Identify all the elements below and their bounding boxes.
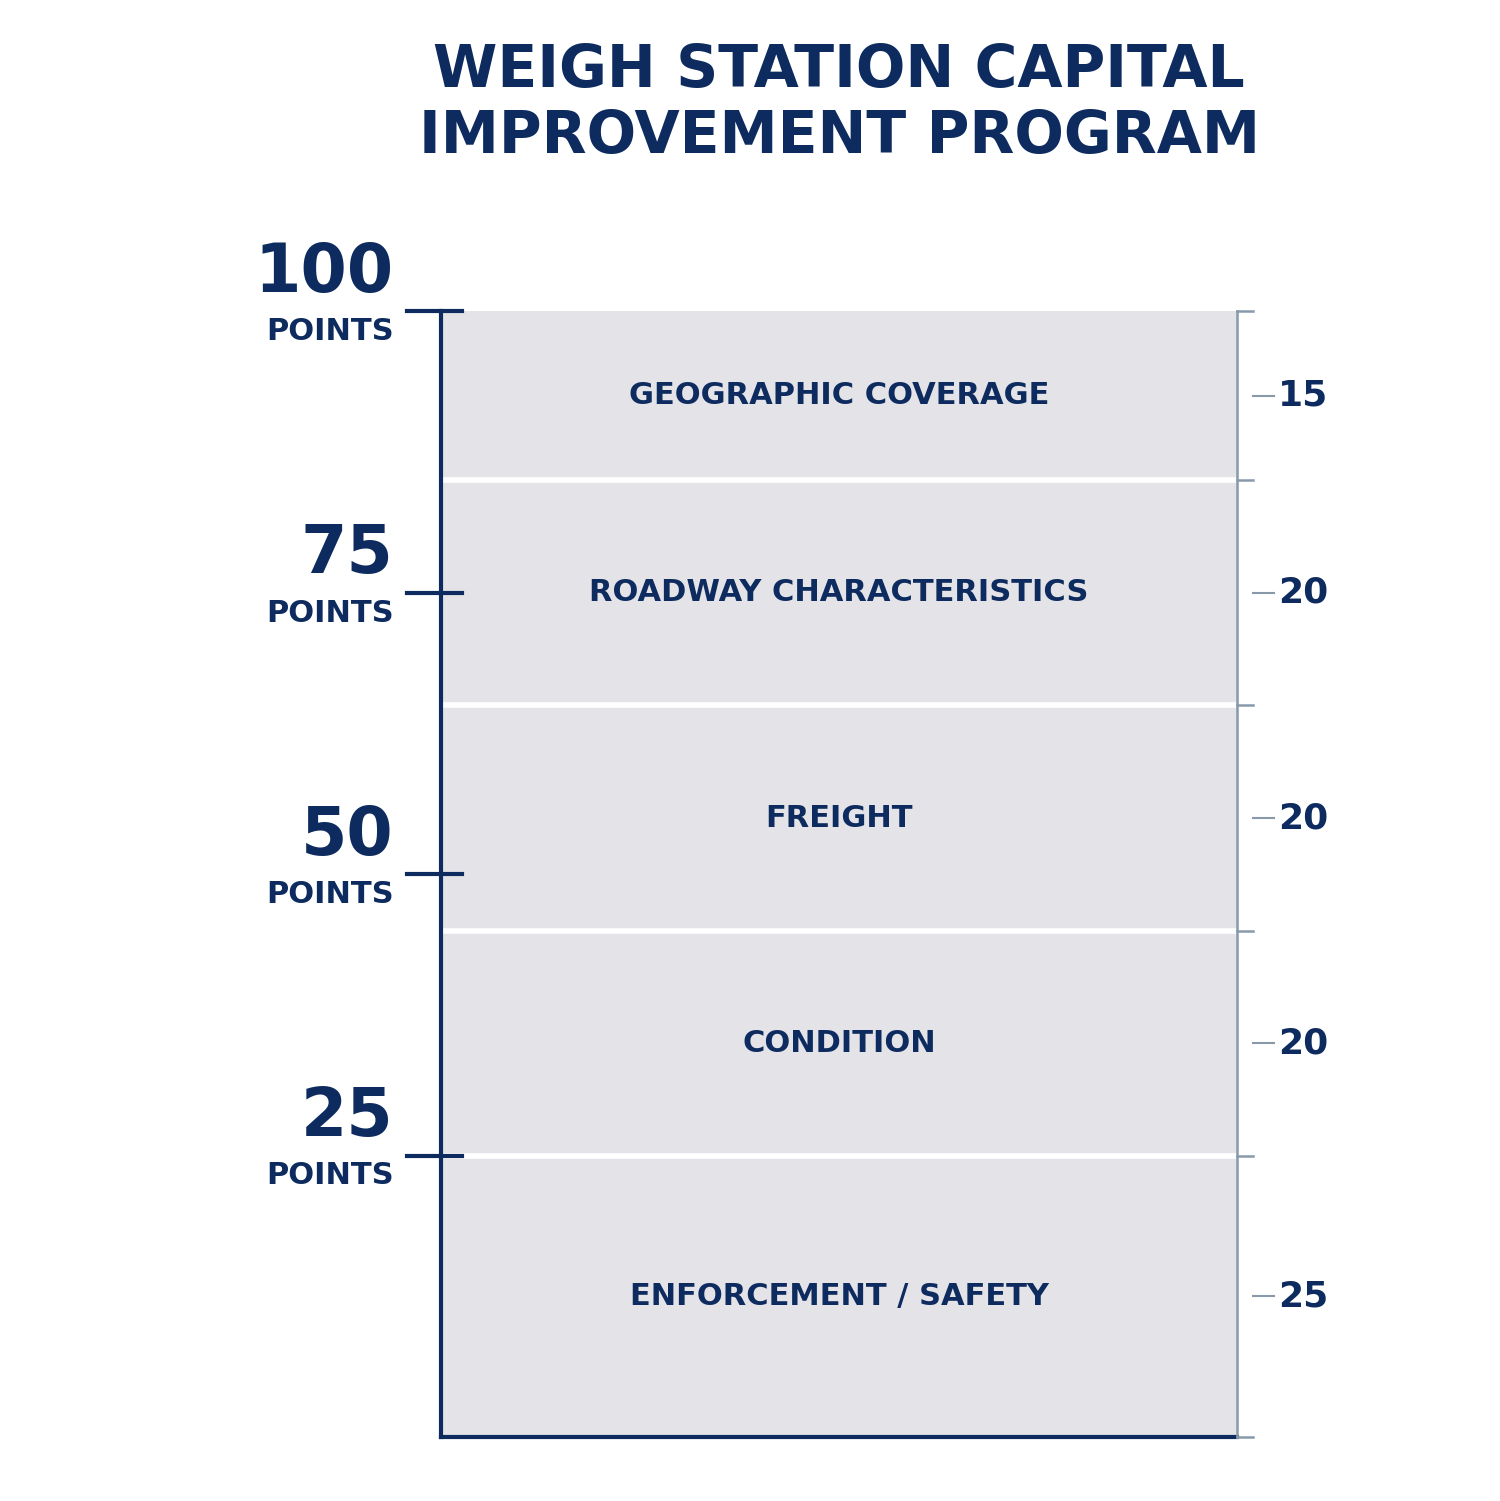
Text: 20: 20 (1278, 1027, 1328, 1060)
Text: 25: 25 (1278, 1279, 1328, 1313)
Text: CONDITION: CONDITION (742, 1028, 936, 1058)
Bar (441, 480, 1238, 705)
Text: 75: 75 (300, 521, 393, 587)
Text: 100: 100 (254, 240, 393, 306)
Bar (441, 1156, 1238, 1438)
Text: 20: 20 (1278, 576, 1328, 609)
Text: GEOGRAPHIC COVERAGE: GEOGRAPHIC COVERAGE (628, 381, 1050, 410)
Text: 15: 15 (1278, 378, 1328, 413)
Text: POINTS: POINTS (266, 599, 393, 627)
Bar (441, 931, 1238, 1156)
Text: WEIGH STATION CAPITAL
IMPROVEMENT PROGRAM: WEIGH STATION CAPITAL IMPROVEMENT PROGRA… (419, 42, 1260, 165)
Bar (441, 312, 1238, 480)
Text: ENFORCEMENT / SAFETY: ENFORCEMENT / SAFETY (630, 1282, 1048, 1310)
Text: 25: 25 (302, 1084, 393, 1150)
Text: POINTS: POINTS (266, 1162, 393, 1190)
Text: POINTS: POINTS (266, 880, 393, 910)
Bar (441, 705, 1238, 931)
Text: POINTS: POINTS (266, 317, 393, 347)
Text: FREIGHT: FREIGHT (765, 803, 914, 833)
Text: ROADWAY CHARACTERISTICS: ROADWAY CHARACTERISTICS (590, 578, 1089, 608)
Text: 50: 50 (300, 803, 393, 869)
Text: 20: 20 (1278, 802, 1328, 835)
